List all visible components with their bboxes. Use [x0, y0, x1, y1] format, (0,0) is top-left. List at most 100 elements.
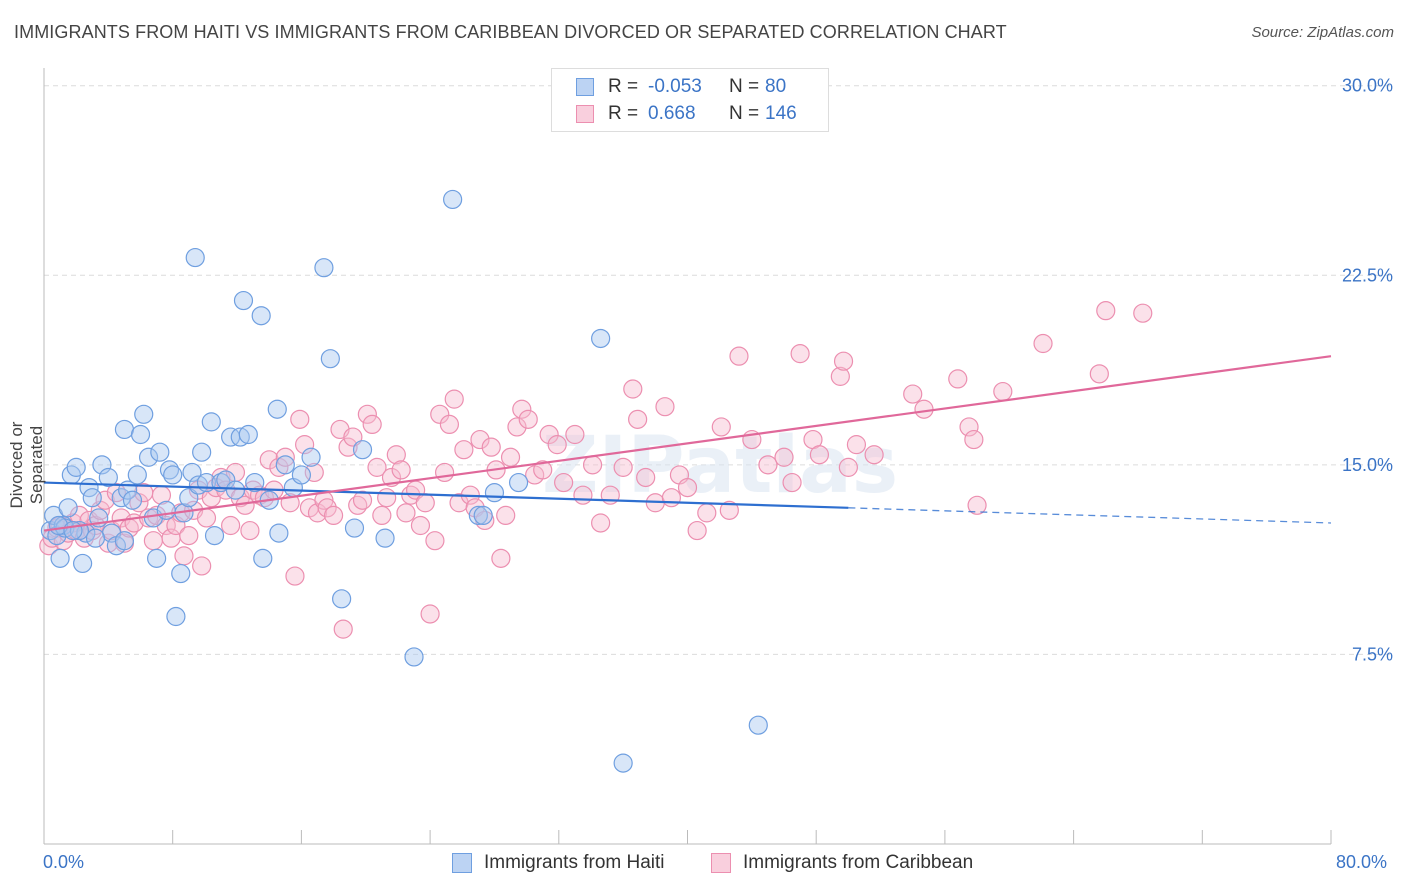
caribbean-point: [1033, 333, 1053, 354]
caribbean-point: [174, 546, 194, 566]
legend-n-label: N =: [729, 103, 760, 124]
haiti-point: [301, 447, 321, 467]
caribbean-point: [285, 566, 305, 586]
caribbean-point: [420, 604, 440, 624]
caribbean-point: [719, 500, 739, 520]
caribbean-point: [307, 503, 328, 523]
caribbean-point: [547, 435, 567, 455]
y-tick-label: 15.0%: [1342, 455, 1393, 475]
caribbean-point: [565, 424, 585, 445]
caribbean-point: [993, 381, 1013, 402]
y-tick-labels: 7.5% 15.0% 22.5% 30.0%: [1342, 76, 1393, 665]
haiti-point: [204, 526, 225, 546]
haiti-point: [66, 457, 86, 477]
caribbean-point: [425, 531, 445, 551]
chart-title: IMMIGRANTS FROM HAITI VS IMMIGRANTS FROM…: [14, 22, 1007, 42]
haiti-point: [122, 490, 143, 510]
haiti-point: [275, 455, 295, 475]
haiti-point: [332, 589, 352, 609]
legend-n-label: N =: [729, 76, 760, 97]
haiti-point: [147, 548, 167, 568]
caribbean-point: [512, 399, 532, 419]
caribbean-point: [782, 472, 802, 493]
caribbean-point: [636, 467, 656, 488]
caribbean-point: [661, 488, 682, 508]
haiti-point: [58, 498, 78, 518]
caribbean-point: [290, 409, 310, 429]
caribbean-point: [415, 493, 435, 513]
caribbean-point: [343, 427, 363, 447]
grid-layer: [44, 85, 1391, 655]
caribbean-point: [352, 490, 373, 510]
legend-row-haiti: R = -0.053 N = 80: [576, 74, 786, 100]
haiti-point: [473, 505, 493, 526]
caribbean-point: [623, 379, 643, 399]
haiti-point: [92, 455, 112, 475]
caribbean-point: [729, 346, 749, 366]
axis-layer: [43, 68, 1332, 845]
caribbean-point: [774, 447, 794, 467]
legend-r-value: -0.053: [648, 76, 702, 97]
legend-r-label: R =: [608, 76, 639, 97]
caribbean-point: [1089, 364, 1109, 384]
caribbean-point: [221, 515, 241, 536]
haiti-point: [245, 472, 265, 493]
caribbean-points: [39, 301, 1153, 639]
legend-n-value: 146: [765, 103, 797, 124]
haiti-point: [156, 500, 176, 520]
haiti-point: [134, 404, 154, 424]
haiti-point: [238, 424, 258, 445]
caribbean-point: [367, 457, 387, 477]
caribbean-trend-line: [43, 355, 1332, 532]
caribbean-point: [790, 344, 810, 364]
caribbean-point: [518, 409, 538, 429]
haiti-point: [114, 419, 135, 440]
x-tick-label-max: 80.0%: [1336, 852, 1388, 872]
haiti-point: [352, 440, 373, 460]
caribbean-point: [196, 508, 217, 528]
caribbean-point: [507, 417, 527, 437]
y-tick-label: 22.5%: [1342, 265, 1393, 285]
caribbean-point: [838, 457, 858, 477]
haiti-point: [171, 563, 191, 584]
caribbean-point: [481, 437, 501, 457]
haiti-point: [591, 328, 611, 349]
caribbean-point: [240, 520, 260, 541]
legend-item-haiti[interactable]: Immigrants from Haiti: [452, 852, 665, 874]
haiti-point: [98, 467, 118, 488]
haiti-point: [267, 399, 287, 419]
caribbean-point: [470, 429, 490, 450]
legend-r-label: R =: [608, 103, 639, 124]
caribbean-point: [143, 531, 163, 551]
correlation-legend: R = -0.053 N = 80 R = 0.668 N = 146: [551, 68, 829, 132]
haiti-point: [85, 528, 106, 548]
haiti-point: [163, 465, 183, 485]
haiti-point: [484, 483, 505, 503]
caribbean-point: [491, 548, 511, 568]
caribbean-point: [372, 505, 392, 526]
haiti-point: [404, 647, 424, 667]
haiti-point: [185, 247, 205, 268]
legend-item-caribbean[interactable]: Immigrants from Caribbean: [711, 852, 973, 874]
haiti-trend-extension: [848, 507, 1332, 524]
haiti-point: [225, 480, 246, 500]
y-tick-label: 30.0%: [1342, 76, 1393, 96]
haiti-point: [291, 465, 311, 485]
caribbean-point: [1133, 303, 1153, 323]
haiti-point: [201, 412, 221, 432]
series-legend: Immigrants from Haiti Immigrants from Ca…: [0, 852, 1406, 878]
caribbean-point: [864, 445, 884, 465]
caribbean-point: [362, 414, 382, 435]
legend-row-caribbean: R = 0.668 N = 146: [576, 101, 797, 127]
haiti-legend-swatch: [452, 853, 472, 873]
caribbean-point: [628, 409, 648, 429]
haiti-point: [63, 520, 83, 541]
haiti-point: [166, 606, 186, 627]
haiti-point: [253, 548, 273, 568]
haiti-point: [150, 442, 170, 462]
haiti-point: [375, 528, 395, 548]
caribbean-point: [959, 417, 979, 437]
trend-lines: [43, 355, 1332, 532]
caribbean-point: [809, 445, 830, 465]
caribbean-point: [613, 457, 633, 477]
